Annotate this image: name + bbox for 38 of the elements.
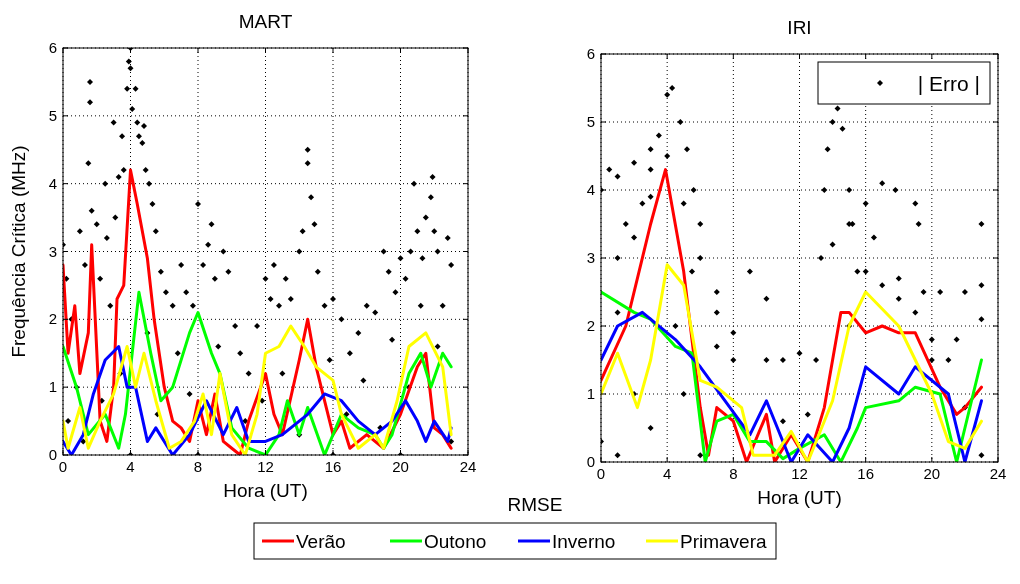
y-tick-label: 0 [48, 446, 57, 463]
x-tick-label: 20 [923, 465, 941, 482]
x-tick-label: 24 [459, 458, 477, 475]
x-tick-label: 16 [857, 465, 875, 482]
x-axis-title: Hora (UT) [757, 487, 842, 508]
legend-label: Outono [424, 531, 487, 552]
y-tick-label: 2 [586, 317, 595, 334]
y-tick-label: 1 [48, 378, 57, 396]
y-tick-label: 4 [586, 181, 595, 198]
x-tick-label: 8 [193, 458, 203, 475]
legend-label: Primavera [680, 531, 768, 552]
y-tick-label: 5 [48, 106, 57, 124]
y-axis-title: Frequência Crítica (MHz) [8, 145, 29, 358]
line-series [63, 344, 453, 455]
x-tick-label: 4 [126, 458, 135, 475]
y-tick-label: 1 [586, 385, 595, 402]
line-series [63, 324, 453, 455]
x-tick-label: 16 [324, 458, 342, 475]
chart-title: MART [238, 11, 293, 32]
x-axis-title: Hora (UT) [223, 480, 308, 501]
chart-title: IRI [787, 17, 812, 38]
y-tick-label: 5 [586, 113, 595, 130]
y-tick-label: 6 [586, 45, 595, 62]
legend-label: Verão [296, 531, 346, 552]
x-tick-label: 12 [791, 465, 808, 482]
x-tick-label: 20 [392, 458, 409, 475]
x-tick-label: 4 [662, 465, 672, 482]
x-tick-label: 24 [989, 465, 1007, 482]
legend-label: | Erro | [917, 72, 980, 95]
y-tick-label: 3 [586, 249, 595, 266]
x-tick-label: 12 [257, 458, 274, 475]
y-tick-label: 4 [48, 174, 57, 192]
y-tick-label: 2 [48, 310, 57, 328]
text: RMSE [507, 494, 563, 515]
y-tick-label: 6 [48, 39, 57, 56]
x-tick-label: 8 [729, 465, 738, 482]
legend-label: Inverno [552, 531, 616, 552]
y-tick-label: 3 [48, 242, 57, 260]
